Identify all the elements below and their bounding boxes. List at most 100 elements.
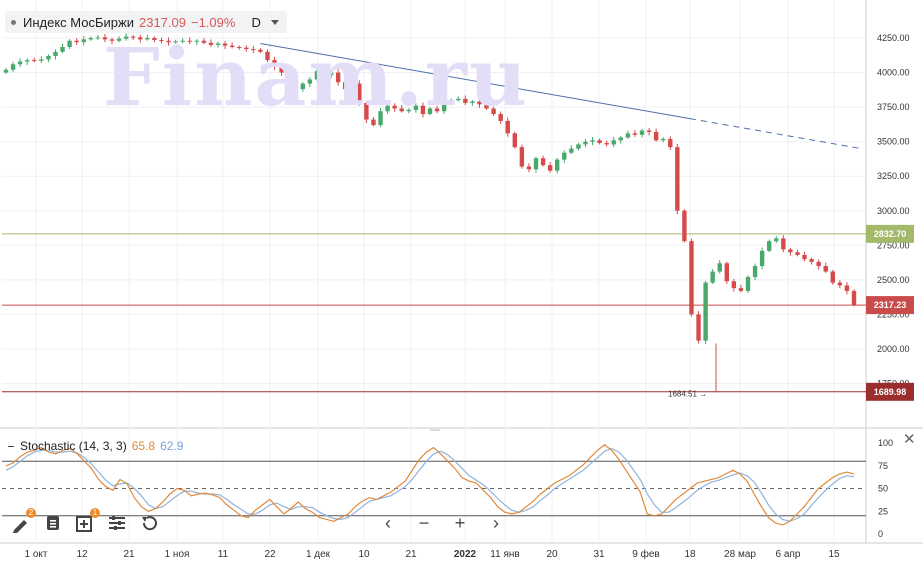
candle	[625, 130, 631, 139]
candle	[67, 39, 72, 50]
indicator-k-value: 65.8	[131, 439, 156, 453]
symbol-header[interactable]: Индекс МосБиржи 2317.09 −1.09% D	[5, 11, 287, 33]
zoom-out-button[interactable]: −	[418, 512, 430, 533]
candle	[25, 58, 30, 65]
candle	[519, 144, 525, 169]
price-tick-label: 2750.00	[877, 240, 910, 250]
candle-body	[576, 144, 581, 149]
scroll-left-button[interactable]: ‹	[385, 512, 391, 533]
candle-body	[463, 98, 468, 103]
candle	[470, 99, 475, 106]
candle-body	[39, 59, 44, 61]
undo-icon	[142, 516, 157, 531]
symbol-name: Индекс МосБиржи	[23, 14, 134, 30]
candle	[378, 107, 383, 128]
indicator-dash-icon	[8, 445, 14, 447]
close-icon[interactable]: ✕	[903, 431, 916, 448]
date-label: 12	[76, 549, 88, 560]
candle-body	[279, 67, 284, 73]
candle	[491, 106, 496, 117]
stoch-tick-label: 75	[878, 461, 888, 471]
candle	[109, 37, 115, 45]
candle-body	[406, 109, 411, 112]
candle	[569, 145, 574, 155]
price-tick-label: 4000.00	[877, 68, 910, 78]
candle	[194, 39, 199, 45]
candle-body	[689, 241, 694, 315]
candle-body	[343, 82, 348, 90]
candle	[618, 135, 623, 144]
reset-button[interactable]	[138, 512, 160, 534]
candle	[710, 269, 715, 284]
candle	[809, 257, 814, 265]
candle-body	[194, 40, 199, 42]
candle-body	[116, 38, 122, 41]
candle	[562, 150, 567, 164]
candle	[632, 130, 638, 137]
candle-body	[215, 43, 221, 45]
date-label: 15	[828, 549, 840, 560]
list-button[interactable]	[42, 512, 64, 534]
candle	[703, 280, 708, 345]
candle	[187, 37, 192, 45]
candle	[399, 105, 404, 113]
candle-body	[611, 140, 616, 145]
candle	[314, 67, 320, 81]
date-label: 10	[358, 549, 370, 560]
candle	[661, 137, 666, 143]
candle	[46, 54, 51, 63]
candle-body	[166, 40, 171, 43]
date-label: 22	[264, 549, 276, 560]
candle	[406, 108, 411, 114]
candle	[420, 102, 426, 118]
zoom-in-button[interactable]: +	[454, 512, 466, 533]
candle-body	[102, 37, 108, 40]
date-label: 11 янв	[490, 549, 519, 560]
candle-body	[583, 141, 588, 145]
candle	[738, 284, 744, 293]
chevron-down-icon[interactable]	[270, 19, 279, 25]
scroll-right-button[interactable]: ›	[493, 512, 499, 533]
candle-body	[752, 266, 758, 278]
price-tick-label: 2250.00	[877, 309, 910, 319]
candle	[851, 289, 857, 307]
candle	[258, 48, 263, 54]
pencil-button[interactable]: 2	[10, 508, 36, 534]
candle	[646, 128, 652, 136]
date-label: 31	[593, 549, 605, 560]
candle	[123, 33, 129, 41]
candle-body	[10, 64, 16, 70]
candle-body	[109, 39, 115, 41]
date-label: 2022	[454, 549, 477, 560]
list-icon	[47, 516, 59, 530]
candle-body	[173, 41, 178, 43]
date-label: 20	[546, 549, 558, 560]
price-tick-label: 2500.00	[877, 275, 910, 285]
add-indicator-button[interactable]: 1	[74, 508, 100, 534]
date-label: 28 мар	[724, 549, 756, 560]
candle-body	[258, 49, 263, 52]
candle	[173, 39, 178, 44]
candle-body	[661, 138, 666, 141]
candle-body	[53, 51, 58, 56]
candle-body	[434, 108, 440, 112]
indicator-legend[interactable]: Stochastic (14, 3, 3) 65.8 62.9	[8, 439, 183, 453]
candle-body	[244, 47, 249, 50]
candle	[152, 36, 157, 43]
candle	[272, 56, 277, 70]
candle	[724, 261, 729, 284]
date-label: 21	[405, 549, 417, 560]
candle-body	[519, 147, 525, 167]
candle-body	[816, 261, 821, 267]
indicator-d-value: 62.9	[160, 439, 184, 453]
candle	[745, 275, 751, 293]
low-annotation: 1684.51 →	[668, 390, 707, 399]
settings-button[interactable]	[106, 512, 128, 534]
candle-body	[540, 158, 546, 166]
candle-body	[123, 36, 129, 39]
candle	[88, 36, 93, 41]
period-selector[interactable]: D	[251, 14, 261, 30]
candle	[357, 80, 362, 106]
